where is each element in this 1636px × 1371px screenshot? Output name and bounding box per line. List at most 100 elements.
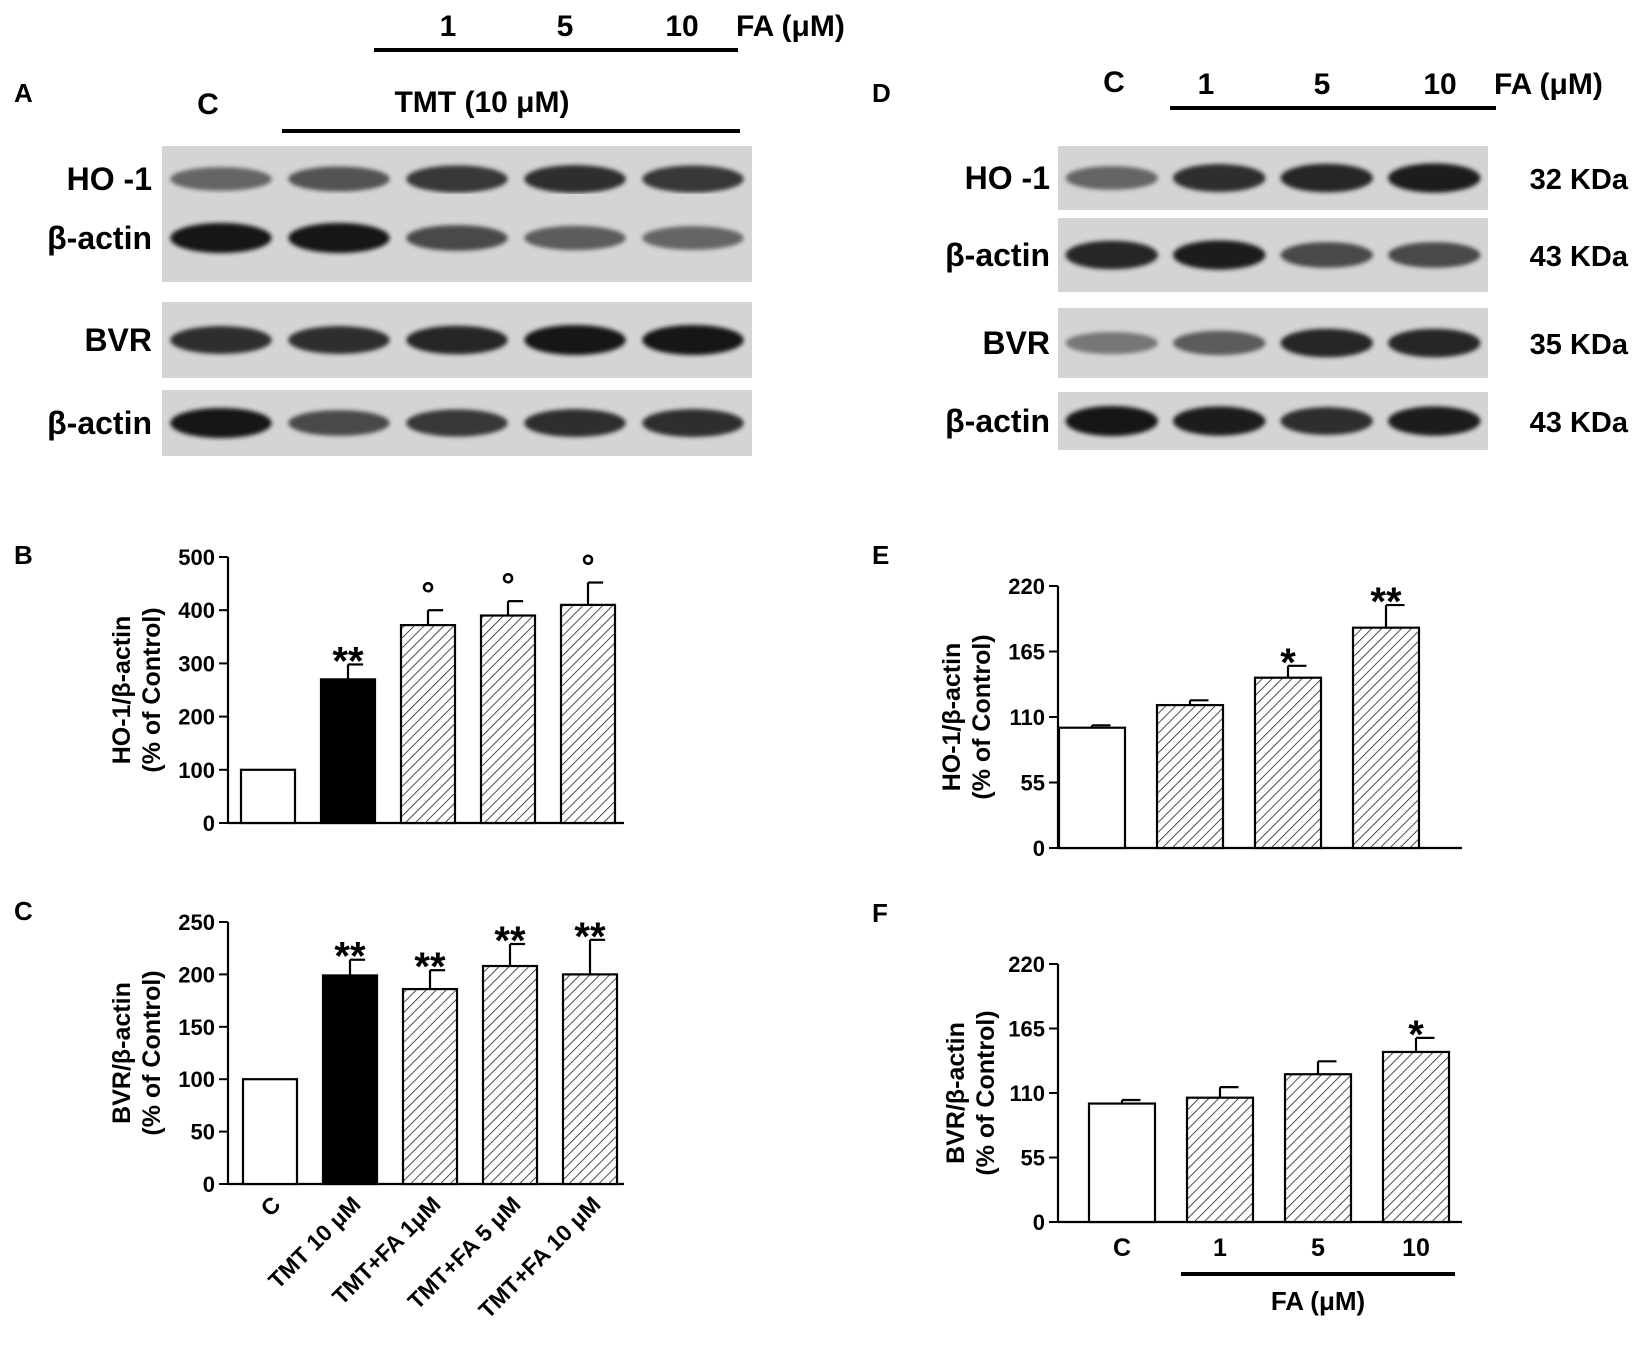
panel-d-fa-dose-1: 1	[1198, 68, 1215, 101]
blot-band	[406, 225, 508, 251]
panel-a-rows: HO -1 β-actin BVR β-actin	[47, 146, 752, 456]
blot-band	[1065, 166, 1158, 190]
y-tick-label: 0	[203, 1172, 215, 1197]
bar	[1381, 1050, 1451, 1224]
y-tick-label: 220	[1008, 952, 1045, 977]
chart-f: 0 55 110 165 220 BVR/β-actin(% of Control) C 1 5…	[942, 952, 1462, 1316]
bar	[479, 614, 537, 825]
panel-a-treatment-label: TMT (10 μM)	[394, 86, 569, 119]
panel-a-fa-label: FA (μM)	[736, 10, 845, 43]
panel-d-rows: HO -1 32 KDa β-actin 43 KDa BVR 35 KDa β-actin…	[945, 146, 1629, 450]
blot-band	[406, 325, 508, 355]
blot-band	[170, 167, 272, 191]
y-tick-label: 100	[178, 1067, 215, 1092]
significance-marker: *	[1408, 1013, 1424, 1057]
significance-marker: °	[581, 549, 595, 587]
blot-band	[288, 223, 390, 253]
panel-d-fa-dose-5: 5	[1314, 68, 1331, 101]
panel-f-letter: F	[872, 898, 888, 928]
y-axis-label: BVR/β-actin(% of Control)	[942, 1010, 1000, 1175]
blot-row: β-actin 43 KDa	[945, 218, 1629, 292]
blot-row: BVR	[84, 302, 752, 378]
panel-a-fa-dose-1: 1	[440, 10, 457, 43]
blot-band	[1388, 406, 1481, 436]
panel-d-blot: D C 1 5 10 FA (μM) HO -1 32 KDa β-actin 43 …	[872, 66, 1629, 450]
y-tick-label: 200	[178, 705, 215, 730]
panel-d-letter: D	[872, 78, 891, 108]
panel-a-lane-control: C	[197, 88, 219, 121]
significance-marker: **	[334, 935, 366, 979]
y-tick-label: 165	[1008, 640, 1045, 665]
blot-band	[288, 410, 390, 436]
bar	[1155, 703, 1225, 850]
blot-band	[170, 223, 272, 253]
blot-row-label: BVR	[982, 325, 1050, 361]
blot-band	[1388, 328, 1481, 358]
blot-row-label: β-actin	[945, 237, 1050, 273]
y-tick-label: 110	[1010, 1081, 1046, 1106]
blot-band	[1280, 242, 1373, 268]
significance-marker: **	[494, 919, 526, 963]
blot-band	[170, 326, 272, 354]
bar	[1351, 626, 1421, 850]
bar	[321, 974, 379, 1186]
blot-band	[1173, 406, 1266, 436]
blot-band	[1173, 330, 1266, 356]
bar	[559, 603, 617, 825]
significance-marker: °	[501, 567, 515, 605]
y-tick-label: 400	[178, 598, 215, 623]
panel-c-letter: C	[14, 896, 33, 926]
significance-marker: **	[574, 915, 606, 959]
blot-band	[642, 226, 744, 250]
y-tick-label: 0	[203, 811, 215, 836]
bar	[481, 964, 539, 1186]
blot-row-label: HO -1	[965, 160, 1050, 196]
blot-row: BVR 35 KDa	[982, 308, 1629, 378]
y-tick-label: 0	[1033, 836, 1045, 861]
x-tick-label: 10	[1402, 1234, 1430, 1262]
bar	[401, 987, 459, 1186]
bar	[1087, 1102, 1157, 1224]
y-tick-label: 200	[178, 962, 215, 987]
significance-marker: *	[1280, 641, 1296, 685]
blot-row-label: BVR	[84, 322, 152, 358]
x-tick-label: C	[255, 1191, 285, 1221]
bar	[1185, 1096, 1255, 1224]
blot-mw-label: 32 KDa	[1530, 164, 1629, 196]
y-tick-label: 50	[191, 1120, 215, 1145]
bar	[1057, 726, 1127, 850]
blot-band	[1388, 242, 1481, 268]
y-axis-label: BVR/β-actin(% of Control)	[108, 970, 166, 1135]
x-tick-label: 5	[1311, 1234, 1325, 1262]
group-label: FA (μM)	[1271, 1286, 1365, 1316]
blot-band	[642, 409, 744, 437]
blot-band	[170, 408, 272, 438]
panel-d-fa-label: FA (μM)	[1494, 68, 1603, 101]
blot-row: β-actin 43 KDa	[945, 392, 1629, 450]
chart-c: 0 50 100 150 200 250 BVR/β-actin(% of Control)…	[108, 910, 624, 1323]
y-tick-label: 110	[1010, 705, 1046, 730]
panel-d-lane-control: C	[1103, 66, 1125, 99]
blot-band	[406, 409, 508, 437]
bar	[239, 768, 297, 825]
y-axis-label: HO-1/β-actin(% of Control)	[938, 634, 996, 799]
blot-band	[524, 325, 626, 355]
panel-e-letter: E	[872, 540, 889, 570]
y-tick-label: 55	[1021, 1146, 1045, 1171]
bar	[241, 1078, 299, 1186]
blot-band	[1388, 163, 1481, 193]
y-tick-label: 250	[178, 910, 215, 935]
blot-band	[1173, 164, 1266, 192]
y-tick-label: 0	[1033, 1210, 1045, 1235]
blot-band	[1173, 240, 1266, 270]
blot-band	[642, 325, 744, 355]
blot-mw-label: 43 KDa	[1530, 241, 1629, 273]
blot-row: HO -1	[67, 146, 752, 212]
blot-row-label: β-actin	[47, 405, 152, 441]
blot-band	[1280, 163, 1373, 193]
panel-a-fa-dose-10: 10	[665, 10, 698, 43]
blot-band	[1065, 331, 1158, 355]
y-tick-label: 150	[178, 1015, 215, 1040]
y-tick-label: 300	[178, 651, 215, 676]
